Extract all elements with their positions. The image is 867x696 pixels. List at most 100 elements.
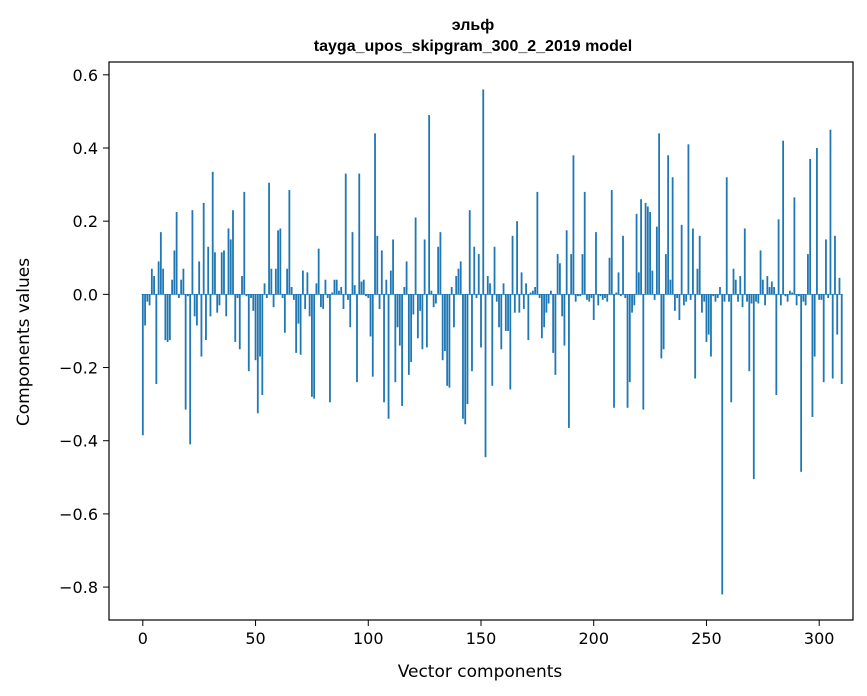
bar [570,254,573,295]
bar [725,177,728,295]
bar [329,294,331,403]
y-tick-label: 0.6 [73,66,98,85]
bar [495,294,498,302]
bar [513,294,516,313]
bar [800,294,803,472]
bar [198,261,201,295]
bar [615,292,618,295]
bar [295,294,298,353]
bar [184,294,187,410]
bar [466,294,469,405]
bar [822,294,825,383]
bars-group [141,89,843,595]
bar [723,294,726,302]
x-tick-label: 300 [804,629,835,648]
bar [279,228,282,295]
bar [547,294,550,304]
bar [245,294,248,297]
bar [473,246,476,295]
bar [173,250,176,295]
x-axis-label: Vector components [398,662,563,682]
bar [705,294,708,342]
bar [797,294,800,297]
bar [664,254,667,295]
bar [653,294,656,300]
bar [362,279,365,295]
bar [218,294,221,306]
bar [610,190,613,295]
bar [782,140,785,295]
bar [583,191,586,295]
bar [419,294,422,311]
bar [315,283,318,295]
bar [207,246,210,295]
bar [286,268,289,295]
bar [757,294,760,304]
bar [227,228,230,295]
bar [171,279,174,295]
bar [232,210,234,295]
bar [592,294,595,320]
bar [549,290,552,295]
bar [829,129,832,295]
bar [788,290,791,295]
bar [462,294,464,419]
bar [604,294,606,299]
bar [836,294,839,335]
y-axis-ticks: −0.8 −0.6 −0.4 −0.2 0.0 0.2 0.4 0.6 [59,66,109,597]
bar [777,219,780,295]
bar [238,294,241,350]
bar [423,239,426,295]
y-tick-label: 0.2 [73,212,98,231]
bar [457,268,460,295]
bar [471,294,473,372]
bar [552,294,555,353]
bar [588,294,591,302]
bar [263,283,266,295]
bar [468,210,471,295]
bar [764,294,766,306]
bar [220,252,223,295]
bar [676,294,679,299]
bar [809,158,812,295]
bar [270,268,273,295]
bar [216,294,219,313]
y-axis-label: Components values [14,258,34,426]
bar [755,294,757,302]
bar [633,294,636,306]
x-axis-ticks: 0 50 100 150 200 250 300 [138,620,835,648]
bar [752,294,755,480]
bar [572,155,575,295]
bar [146,294,149,302]
bar [795,294,798,306]
bar [209,294,212,317]
bar [344,173,347,295]
bar [387,294,390,419]
bar [579,294,582,297]
bar [202,202,205,295]
bar [162,268,165,295]
bar [556,254,559,295]
bar [292,294,295,300]
y-tick-label: −0.4 [59,432,98,451]
bar [703,294,706,302]
bar [157,261,160,295]
bar [247,294,250,372]
bar [568,294,570,428]
bar [635,213,638,295]
bar [840,294,843,384]
bar [403,287,406,295]
bar [482,89,485,295]
bar [721,294,724,595]
bar [396,294,399,328]
bar [338,290,340,295]
bar [574,294,577,302]
bar [281,294,284,299]
bar [531,290,534,295]
chart-title-line-1: эльф [452,17,494,34]
bar [448,294,451,388]
bar [561,294,564,317]
bar [187,294,189,297]
